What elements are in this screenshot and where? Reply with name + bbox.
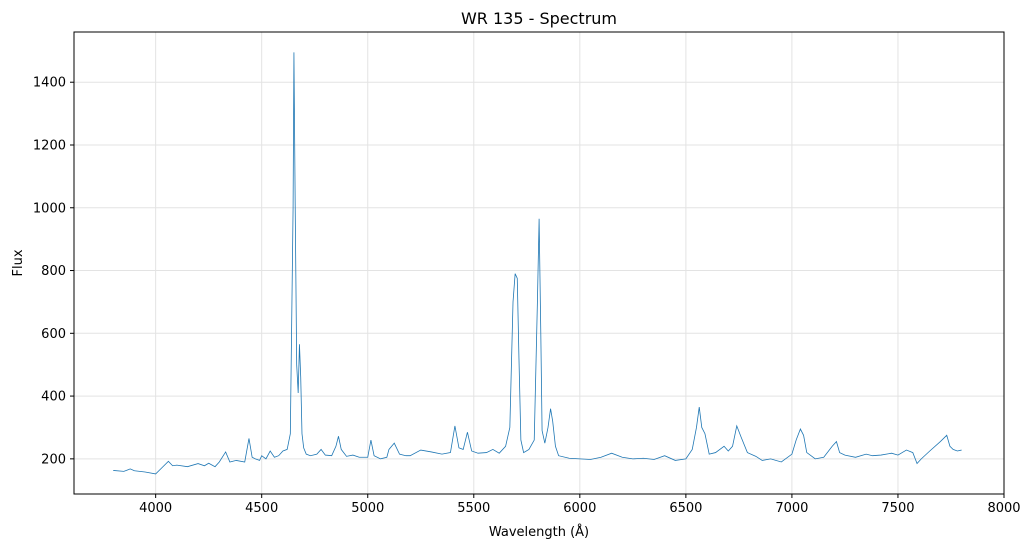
- x-tick-label: 6000: [563, 501, 596, 516]
- y-axis-label: Flux: [11, 249, 26, 276]
- y-tick-label: 200: [41, 452, 66, 467]
- y-tick-label: 1000: [33, 201, 66, 216]
- spectrum-line: [113, 52, 962, 475]
- chart-title: WR 135 - Spectrum: [461, 9, 617, 28]
- x-tick-label: 5500: [457, 501, 490, 516]
- axis-ticks: 4000 4500 5000 5500 6000 6500 7000 7500 8000 200 4…: [33, 76, 1021, 516]
- x-tick-label: 4000: [139, 501, 172, 516]
- plot-frame: [73, 31, 1005, 495]
- x-tick-label: 4500: [245, 501, 278, 516]
- x-tick-label: 6500: [669, 501, 702, 516]
- y-tick-label: 800: [41, 264, 66, 279]
- y-tick-label: 1200: [33, 138, 66, 153]
- x-axis-label: Wavelength (Å): [489, 524, 589, 540]
- grid-lines: [74, 32, 1005, 494]
- y-tick-label: 1400: [33, 76, 66, 91]
- x-tick-label: 7000: [775, 501, 808, 516]
- x-tick-label: 5000: [351, 501, 384, 516]
- y-tick-label: 400: [41, 390, 66, 405]
- x-tick-label: 8000: [987, 501, 1020, 516]
- x-tick-label: 7500: [881, 501, 914, 516]
- y-tick-label: 600: [41, 327, 66, 342]
